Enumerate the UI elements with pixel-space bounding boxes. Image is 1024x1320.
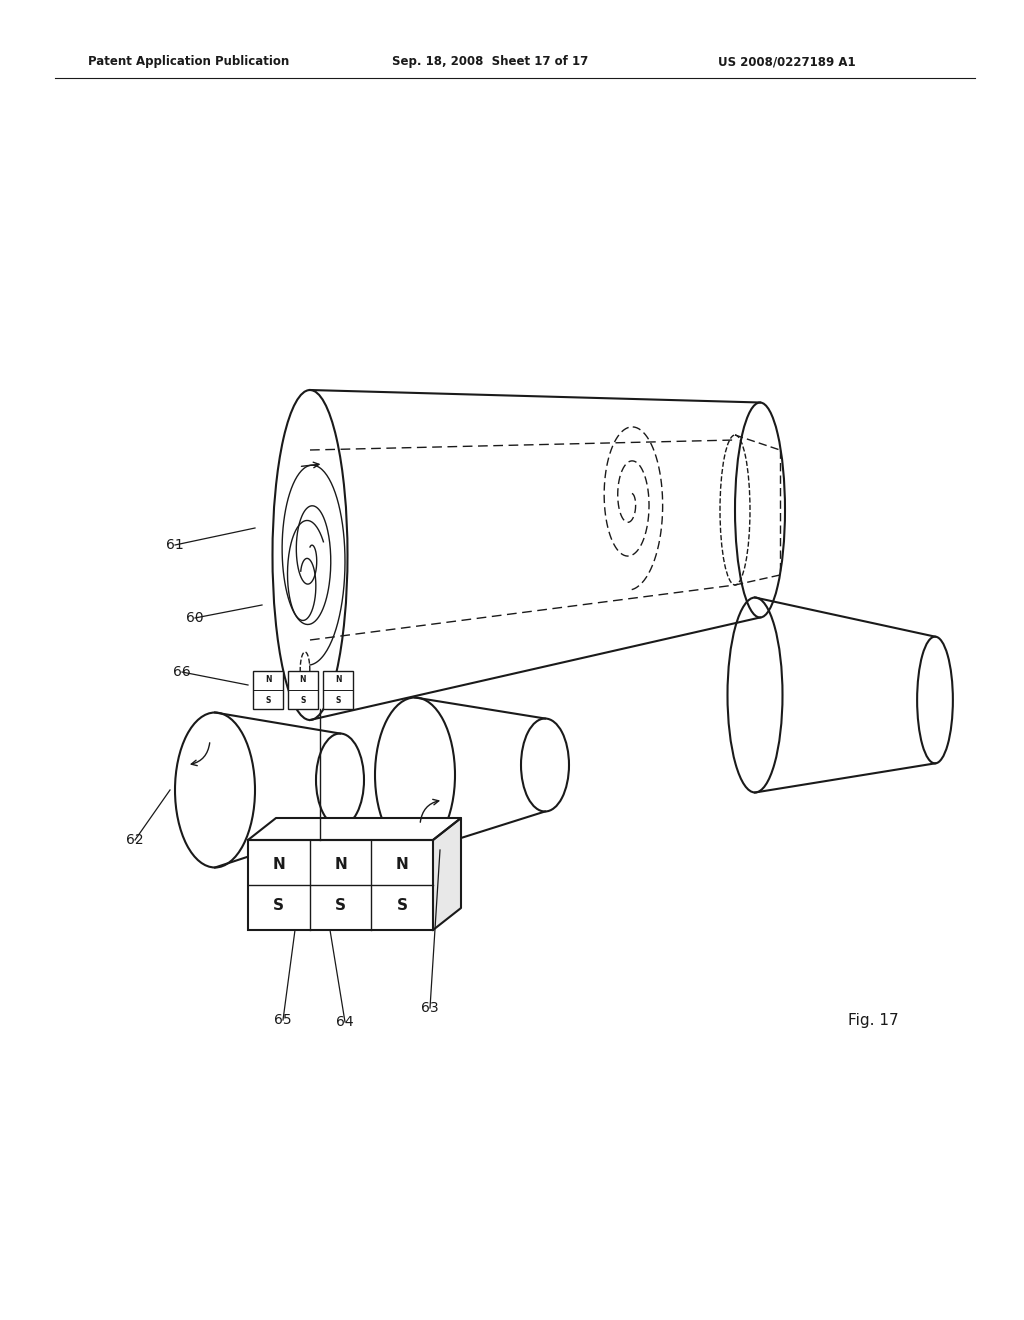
Text: S: S (335, 696, 341, 705)
Bar (253, 671, 283, 709)
Text: S: S (265, 696, 270, 705)
Text: US 2008/0227189 A1: US 2008/0227189 A1 (718, 55, 856, 69)
Text: N: N (334, 857, 347, 871)
Text: N: N (265, 676, 271, 684)
Text: N: N (272, 857, 286, 871)
Text: S: S (396, 898, 408, 913)
Polygon shape (248, 818, 461, 840)
Text: S: S (273, 898, 285, 913)
Text: Fig. 17: Fig. 17 (848, 1012, 899, 1027)
Bar (248, 840, 433, 931)
Polygon shape (433, 818, 461, 931)
Bar (323, 671, 353, 709)
Text: S: S (335, 898, 346, 913)
Text: N: N (300, 676, 306, 684)
Text: N: N (396, 857, 409, 871)
Text: 64: 64 (336, 1015, 354, 1030)
Text: Patent Application Publication: Patent Application Publication (88, 55, 289, 69)
Text: S: S (300, 696, 306, 705)
Text: N: N (335, 676, 341, 684)
Text: 63: 63 (421, 1001, 439, 1015)
Text: 66: 66 (173, 665, 190, 678)
Text: 62: 62 (126, 833, 143, 847)
Text: 60: 60 (186, 611, 204, 624)
Text: 65: 65 (274, 1012, 292, 1027)
Text: Sep. 18, 2008  Sheet 17 of 17: Sep. 18, 2008 Sheet 17 of 17 (392, 55, 588, 69)
Text: 61: 61 (166, 539, 184, 552)
Bar (288, 671, 318, 709)
